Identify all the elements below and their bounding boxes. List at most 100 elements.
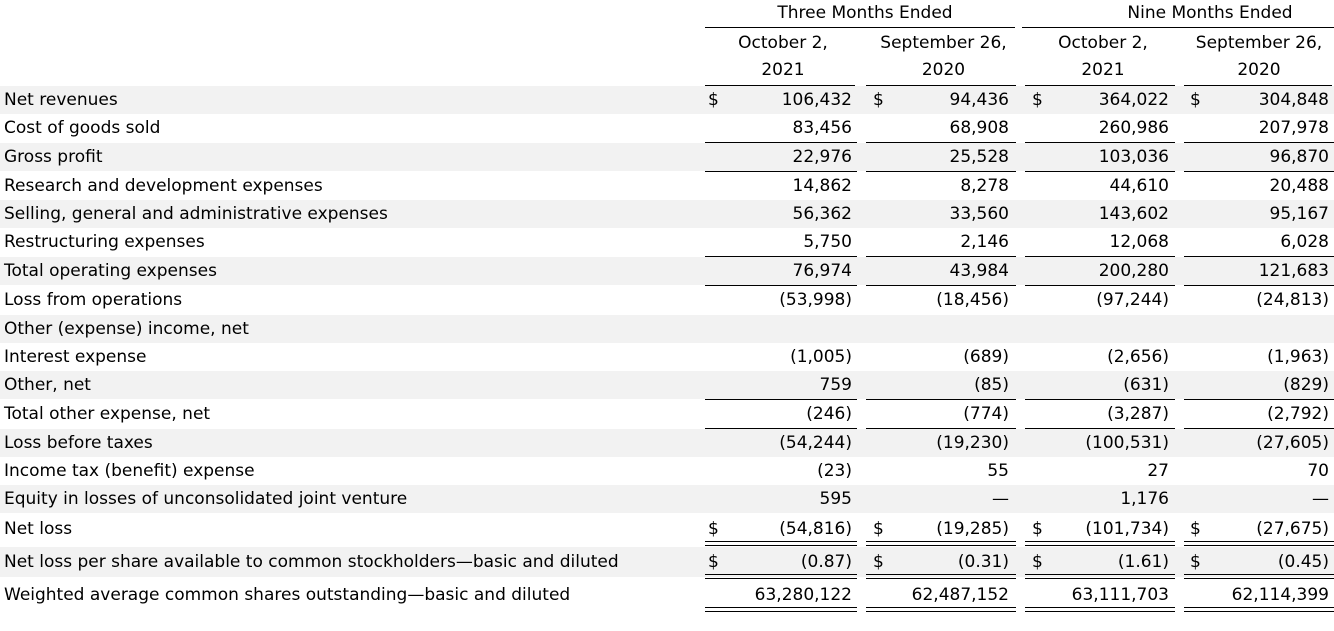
subtotal-rule (705, 285, 857, 286)
subtotal-rule (866, 142, 1016, 143)
currency-symbol: $ (708, 519, 719, 539)
subtotal-rule (1184, 399, 1334, 400)
subtotal-rule (1025, 428, 1175, 429)
value-cell-col4: (24,813) (1256, 290, 1329, 310)
value-cell-col1: (1,005) (790, 347, 852, 367)
row-label: Total other expense, net (4, 404, 211, 424)
subtotal-rule (866, 428, 1016, 429)
value-cell-col2: (19,230) (936, 433, 1009, 453)
subtotal-rule (705, 428, 857, 429)
header-three-months: Three Months Ended (777, 3, 953, 23)
total-double-rule (705, 574, 857, 579)
value-cell-col4: (27,675) (1256, 519, 1329, 539)
table-row: Loss from operations (53,998) (18,456) (97,… (0, 286, 1334, 314)
table-row: Weighted average common shares outstandi… (0, 580, 1334, 610)
subtotal-rule (1025, 256, 1175, 257)
subtotal-rule (1025, 171, 1175, 172)
currency-symbol: $ (708, 552, 719, 572)
value-cell-col1: (0.87) (800, 552, 852, 572)
value-cell-col4: 6,028 (1280, 232, 1329, 252)
subtotal-rule (1184, 428, 1334, 429)
value-cell-col1: 56,362 (792, 204, 852, 224)
value-cell-col1: 63,280,122 (754, 585, 852, 605)
row-label: Income tax (benefit) expense (4, 461, 255, 481)
total-double-rule (866, 541, 1016, 546)
value-cell-col1: 83,456 (792, 118, 852, 138)
col4-header-line2: 2020 (1237, 60, 1281, 80)
row-label: Total operating expenses (4, 261, 217, 281)
total-double-rule (866, 574, 1016, 579)
value-cell-col3: 364,022 (1098, 90, 1169, 110)
total-double-rule (1184, 607, 1334, 612)
subtotal-rule (866, 285, 1016, 286)
col1-header-line2: 2021 (761, 60, 805, 80)
subtotal-rule (705, 142, 857, 143)
value-cell-col2: (19,285) (936, 519, 1009, 539)
row-label: Gross profit (4, 147, 103, 167)
table-row: Research and development expenses 14,862 8… (0, 172, 1334, 200)
value-cell-col3: 1,176 (1120, 489, 1169, 509)
row-label: Loss from operations (4, 290, 183, 310)
table-row: Equity in losses of unconsolidated joint… (0, 485, 1334, 513)
table-row: Cost of goods sold 83,456 68,908 260,986 207… (0, 114, 1334, 142)
subtotal-rule (1184, 285, 1334, 286)
col4-header-line1: September 26, (1195, 33, 1323, 53)
value-cell-col2: (85) (974, 375, 1009, 395)
value-cell-col2: 62,487,152 (911, 585, 1009, 605)
value-cell-col2: — (992, 489, 1009, 509)
value-cell-col2: 94,436 (949, 90, 1009, 110)
subtotal-rule (866, 171, 1016, 172)
value-cell-col3: (631) (1123, 375, 1169, 395)
col3-header-rule (1025, 85, 1175, 86)
table-row: Income tax (benefit) expense (23) 55 27 70 (0, 457, 1334, 485)
value-cell-col2: (18,456) (936, 290, 1009, 310)
row-label: Loss before taxes (4, 433, 153, 453)
value-cell-col1: (54,244) (779, 433, 852, 453)
value-cell-col4: 95,167 (1269, 204, 1329, 224)
value-cell-col2: 25,528 (949, 147, 1009, 167)
value-cell-col1: 595 (819, 489, 852, 509)
col4-header-rule (1184, 85, 1332, 86)
subtotal-rule (1025, 399, 1175, 400)
subtotal-rule (1184, 256, 1334, 257)
subtotal-rule (866, 256, 1016, 257)
value-cell-col1: 76,974 (792, 261, 852, 281)
currency-symbol: $ (1032, 90, 1043, 110)
row-label: Selling, general and administrative expe… (4, 204, 388, 224)
subtotal-rule (1025, 285, 1175, 286)
row-label: Weighted average common shares outstandi… (4, 585, 571, 605)
value-cell-col3: (100,531) (1085, 433, 1169, 453)
value-cell-col1: 22,976 (792, 147, 852, 167)
currency-symbol: $ (873, 519, 884, 539)
value-cell-col3: 103,036 (1098, 147, 1169, 167)
value-cell-col4: (1,963) (1267, 347, 1329, 367)
col2-header-rule (866, 85, 1016, 86)
subtotal-rule (866, 399, 1016, 400)
value-cell-col3: 27 (1147, 461, 1169, 481)
value-cell-col4: (0.45) (1277, 552, 1329, 572)
currency-symbol: $ (1032, 519, 1043, 539)
value-cell-col1: 106,432 (781, 90, 852, 110)
table-row: Selling, general and administrative expe… (0, 200, 1334, 228)
value-cell-col3: (3,287) (1107, 404, 1169, 424)
value-cell-col1: (53,998) (779, 290, 852, 310)
value-cell-col4: 70 (1307, 461, 1329, 481)
row-label: Net loss per share available to common s… (4, 552, 619, 572)
currency-symbol: $ (1190, 90, 1201, 110)
value-cell-col3: (101,734) (1085, 519, 1169, 539)
total-double-rule (1025, 574, 1175, 579)
table-row: Net loss per share available to common s… (0, 547, 1334, 577)
value-cell-col2: (0.31) (957, 552, 1009, 572)
value-cell-col2: (774) (963, 404, 1009, 424)
row-label: Equity in losses of unconsolidated joint… (4, 489, 408, 509)
value-cell-col3: 44,610 (1109, 176, 1169, 196)
subtotal-rule (1184, 142, 1334, 143)
header-nine-months: Nine Months Ended (1127, 3, 1293, 23)
total-double-rule (705, 541, 857, 546)
value-cell-col2: 8,278 (960, 176, 1009, 196)
col1-header-line1: October 2, (738, 33, 828, 53)
total-double-rule (1184, 574, 1334, 579)
table-row: Interest expense (1,005) (689) (2,656) (1,96… (0, 343, 1334, 371)
value-cell-col1: (54,816) (779, 519, 852, 539)
